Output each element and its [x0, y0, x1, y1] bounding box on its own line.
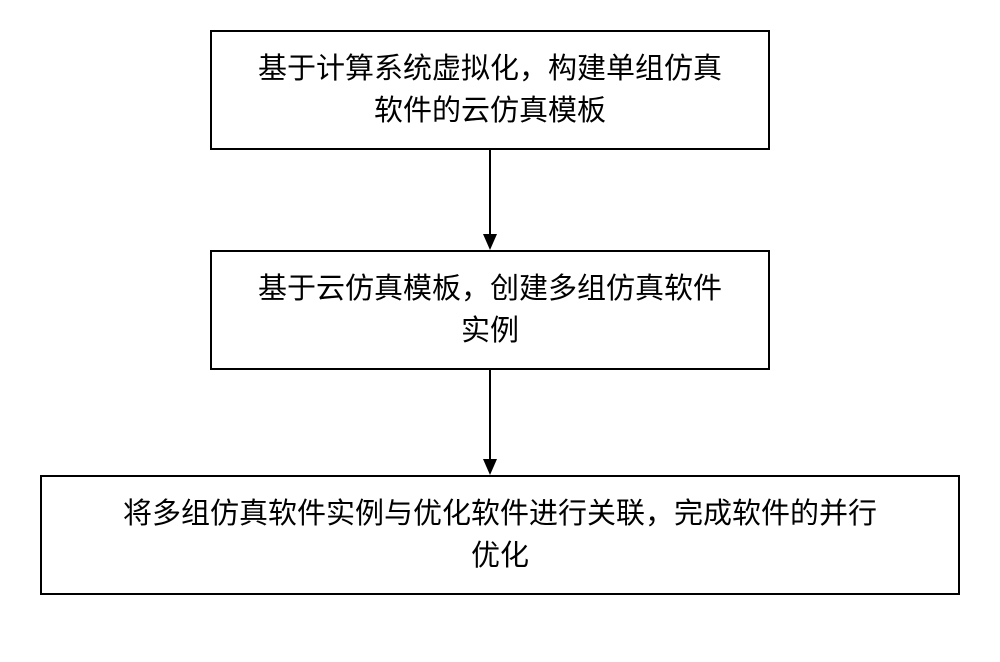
flowchart-node-3: 将多组仿真软件实例与优化软件进行关联，完成软件的并行优化 [40, 475, 960, 595]
flowchart-node-2: 基于云仿真模板，创建多组仿真软件实例 [210, 250, 770, 370]
flowchart-canvas: 基于计算系统虚拟化，构建单组仿真软件的云仿真模板 基于云仿真模板，创建多组仿真软… [0, 0, 1000, 662]
flowchart-node-1-text: 基于计算系统虚拟化，构建单组仿真软件的云仿真模板 [258, 48, 722, 132]
arrow-1 [476, 150, 504, 250]
arrow-2 [476, 370, 504, 475]
flowchart-node-2-text: 基于云仿真模板，创建多组仿真软件实例 [258, 268, 722, 352]
flowchart-node-3-text: 将多组仿真软件实例与优化软件进行关联，完成软件的并行优化 [123, 493, 877, 577]
flowchart-node-1: 基于计算系统虚拟化，构建单组仿真软件的云仿真模板 [210, 30, 770, 150]
